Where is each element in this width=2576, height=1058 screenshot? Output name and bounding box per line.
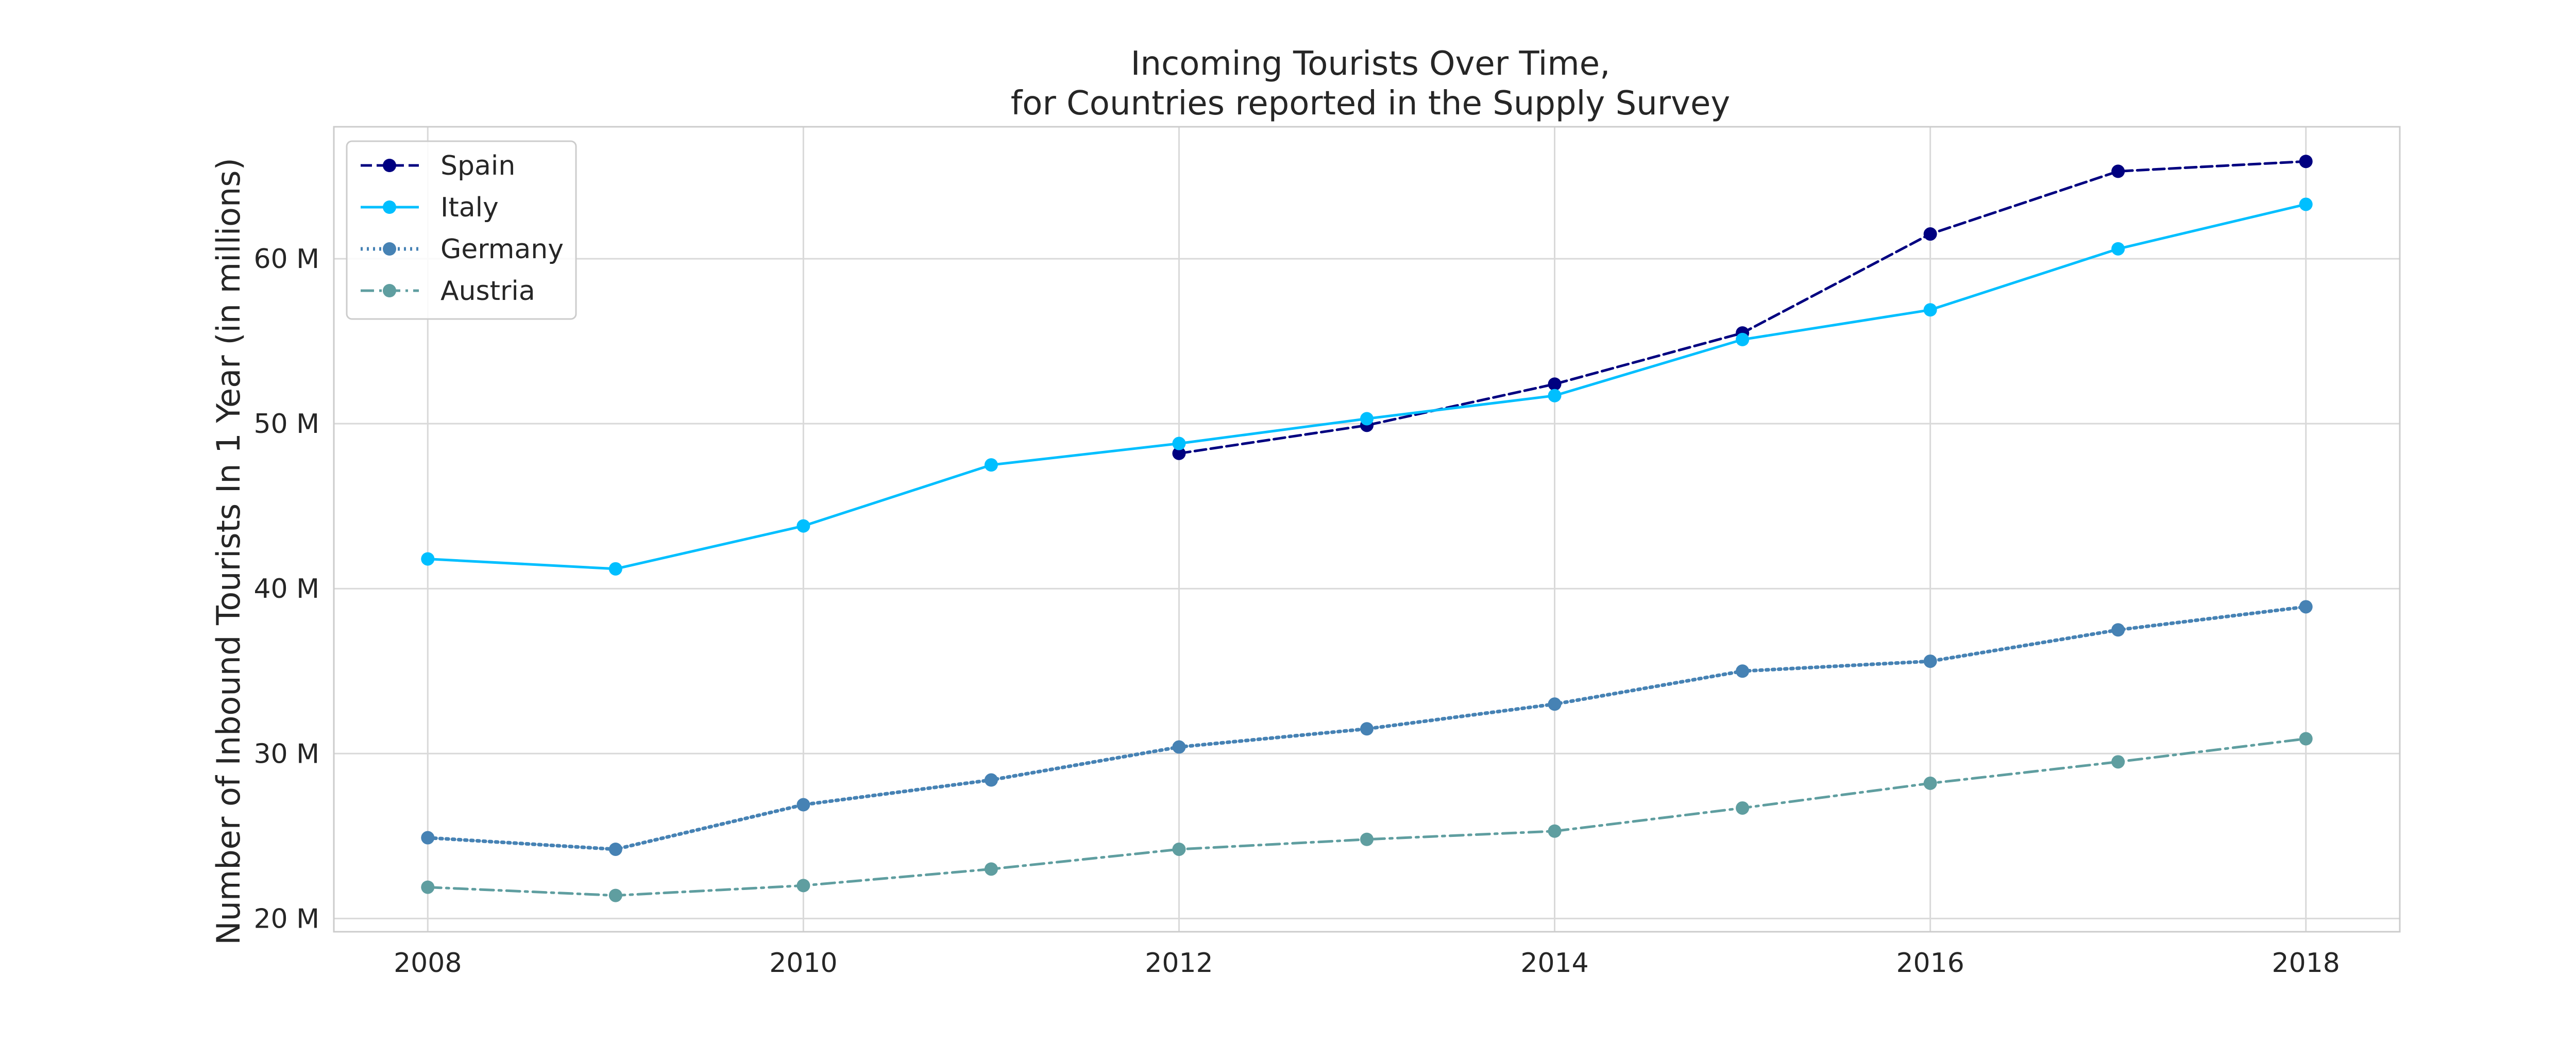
data-point-italy (608, 562, 622, 576)
legend-box (346, 140, 577, 320)
data-point-germany (2299, 600, 2313, 614)
x-tick-label: 2014 (1520, 948, 1588, 979)
y-tick-label: 40 M (253, 574, 319, 604)
data-point-germany (1172, 740, 1186, 754)
x-tick-label: 2008 (394, 948, 462, 979)
data-point-spain (1172, 446, 1186, 460)
data-point-italy (984, 458, 998, 472)
data-point-italy (2299, 197, 2313, 211)
legend-label-italy: Italy (440, 192, 499, 223)
y-axis-label: Number of Inbound Tourists In 1 Year (in… (210, 158, 247, 945)
x-tick-label: 2018 (2272, 948, 2340, 979)
data-point-italy (1172, 436, 1186, 450)
legend-label-spain: Spain (440, 150, 515, 181)
legend-item-italy: Italy (361, 192, 499, 223)
y-tick-label: 20 M (253, 903, 319, 934)
legend-item-spain: Spain (361, 150, 515, 181)
legend-label-germany: Germany (440, 234, 564, 265)
data-point-germany (608, 842, 622, 856)
data-point-spain (1923, 227, 1937, 241)
legend-marker-spain (383, 159, 396, 172)
legend: Spain Italy Germany Austria (346, 140, 577, 320)
data-point-germany (1923, 654, 1937, 668)
data-point-italy (1360, 412, 1374, 426)
data-point-austria (2111, 755, 2125, 769)
data-point-italy (2111, 242, 2125, 256)
x-tick-label: 2012 (1145, 948, 1213, 979)
chart-title-line-1: Incoming Tourists Over Time, (1131, 45, 1611, 83)
series-line-germany (426, 604, 2308, 851)
series-germany (421, 600, 2313, 856)
axes: 2008 2010 2012 2014 2016 2018 20 M 30 M 40 M 50 M… (253, 244, 2340, 979)
data-point-germany (421, 831, 435, 845)
data-point-germany (984, 773, 998, 787)
data-point-italy (796, 519, 810, 533)
data-point-austria (1736, 801, 1750, 815)
data-point-italy (1736, 332, 1750, 346)
series-italy (421, 197, 2313, 576)
legend-label-austria: Austria (440, 276, 535, 307)
y-tick-label: 30 M (253, 738, 319, 769)
data-point-italy (1548, 389, 1562, 402)
legend-marker-italy (383, 200, 396, 214)
data-point-spain (2111, 164, 2125, 178)
data-point-germany (1548, 697, 1562, 711)
series-group (421, 155, 2313, 902)
data-point-austria (1923, 776, 1937, 790)
data-point-spain (2299, 155, 2313, 169)
legend-item-germany: Germany (361, 234, 564, 265)
plot-frame (333, 126, 2401, 933)
data-point-spain (1548, 377, 1562, 391)
data-point-italy (1923, 303, 1937, 317)
data-point-germany (1736, 664, 1750, 678)
data-point-austria (796, 879, 810, 893)
legend-item-austria: Austria (361, 276, 535, 307)
data-point-italy (421, 552, 435, 566)
y-tick-label: 60 M (253, 244, 319, 275)
y-tick-label: 50 M (253, 409, 319, 440)
x-tick-label: 2010 (769, 948, 837, 979)
data-point-austria (421, 880, 435, 894)
series-austria (421, 732, 2313, 902)
data-point-germany (796, 798, 810, 812)
x-tick-label: 2016 (1896, 948, 1964, 979)
chart-title-line-2: for Countries reported in the Supply Sur… (1011, 85, 1731, 123)
data-point-austria (984, 862, 998, 876)
data-point-austria (1360, 832, 1374, 846)
data-point-germany (1360, 722, 1374, 736)
legend-marker-germany (383, 242, 396, 256)
data-point-austria (1548, 824, 1562, 838)
legend-marker-austria (383, 284, 396, 297)
data-point-austria (1172, 842, 1186, 856)
data-point-germany (2111, 623, 2125, 637)
data-point-austria (2299, 732, 2313, 746)
data-point-austria (608, 888, 622, 902)
